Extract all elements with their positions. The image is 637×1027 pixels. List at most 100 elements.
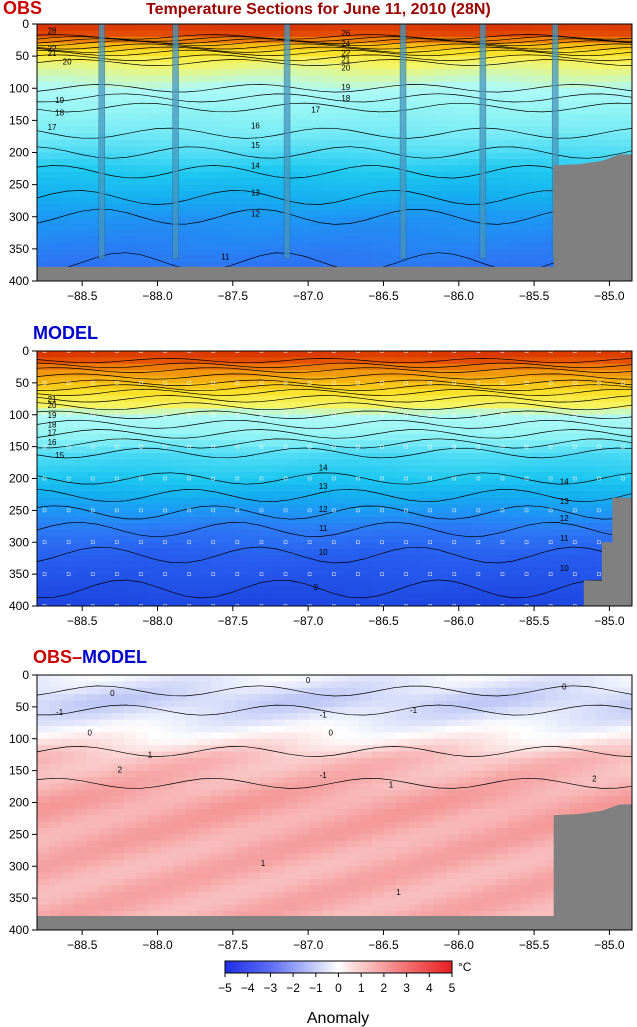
heatmap-cell <box>446 555 460 562</box>
heatmap-cell <box>433 542 447 550</box>
heatmap-cell <box>148 713 162 721</box>
heatmap-cell <box>160 478 174 486</box>
heatmap-cell <box>148 68 162 76</box>
heatmap-cell <box>111 94 125 102</box>
heatmap-cell <box>396 555 410 562</box>
heatmap-cell <box>49 178 63 186</box>
heatmap-cell <box>173 242 187 250</box>
heatmap-cell <box>384 484 398 492</box>
heatmap-cell <box>458 242 472 250</box>
heatmap-cell <box>185 382 199 390</box>
heatmap-cell <box>173 62 187 70</box>
heatmap-cell <box>98 516 112 524</box>
heatmap-cell <box>297 255 311 263</box>
heatmap-cell <box>123 694 137 702</box>
heatmap-cell <box>123 885 137 893</box>
heatmap-cell <box>458 472 472 480</box>
heatmap-cell <box>86 120 100 128</box>
heatmap-cell <box>111 840 125 848</box>
heatmap-cell <box>446 370 460 378</box>
heatmap-cell <box>136 197 150 205</box>
heatmap-cell <box>198 120 212 128</box>
heatmap-cell <box>532 216 546 224</box>
heatmap-cell <box>136 828 150 835</box>
heatmap-cell <box>371 529 385 537</box>
heatmap-cell <box>433 472 447 480</box>
heatmap-cell <box>123 68 137 76</box>
heatmap-cell <box>532 184 546 192</box>
heatmap-cell <box>545 357 559 365</box>
heatmap-cell <box>297 440 311 448</box>
heatmap-cell <box>185 491 199 499</box>
heatmap-cell <box>433 376 447 384</box>
heatmap-cell <box>346 542 360 550</box>
heatmap-cell <box>408 81 422 89</box>
contour-label: 16 <box>251 122 260 131</box>
heatmap-cell <box>247 523 261 531</box>
heatmap-cell <box>470 126 484 134</box>
heatmap-cell <box>74 408 88 416</box>
heatmap-cell <box>61 764 75 772</box>
heatmap-cell <box>86 738 100 746</box>
heatmap-cell <box>421 94 435 102</box>
heatmap-cell <box>520 351 534 358</box>
heatmap-cell <box>408 574 422 582</box>
heatmap-cell <box>148 732 162 740</box>
heatmap-cell <box>260 757 274 765</box>
heatmap-cell <box>210 107 224 115</box>
heatmap-cell <box>49 675 63 682</box>
heatmap-cell <box>198 351 212 358</box>
heatmap-cell <box>607 139 621 147</box>
heatmap-cell <box>433 88 447 96</box>
heatmap-cell <box>309 178 323 186</box>
heatmap-cell <box>136 120 150 128</box>
heatmap-cell <box>495 255 509 263</box>
heatmap-cell <box>86 599 100 606</box>
heatmap-cell <box>210 802 224 810</box>
heatmap-cell <box>222 504 236 511</box>
heatmap-cell <box>222 821 236 829</box>
heatmap-cell <box>98 216 112 224</box>
heatmap-cell <box>160 732 174 740</box>
heatmap-cell <box>74 453 88 460</box>
heatmap-cell <box>433 516 447 524</box>
heatmap-cell <box>222 465 236 473</box>
heatmap-cell <box>557 49 571 57</box>
heatmap-cell <box>247 738 261 746</box>
heatmap-cell <box>520 146 534 154</box>
heatmap-cell <box>334 139 348 147</box>
heatmap-cell <box>222 120 236 128</box>
heatmap-cell <box>384 433 398 441</box>
heatmap-cell <box>61 504 75 511</box>
heatmap-cell <box>421 472 435 480</box>
heatmap-cell <box>297 133 311 141</box>
heatmap-cell <box>136 840 150 848</box>
heatmap-cell <box>619 81 632 89</box>
heatmap-cell <box>37 56 50 64</box>
heatmap-cell <box>123 504 137 511</box>
heatmap-cell <box>160 561 174 569</box>
heatmap-cell <box>37 223 50 231</box>
heatmap-cell <box>371 24 385 32</box>
heatmap-cell <box>594 459 608 467</box>
heatmap-cell <box>148 872 162 880</box>
heatmap-cell <box>198 574 212 582</box>
heatmap-cell <box>421 120 435 128</box>
heatmap-cell <box>371 535 385 543</box>
heatmap-cell <box>607 68 621 76</box>
heatmap-cell <box>408 567 422 575</box>
heatmap-cell <box>148 764 162 772</box>
heatmap-cell <box>148 586 162 594</box>
heatmap-cell <box>433 523 447 531</box>
heatmap-cell <box>185 56 199 64</box>
heatmap-cell <box>37 497 50 505</box>
heatmap-cell <box>607 421 621 429</box>
heatmap-cell <box>210 555 224 562</box>
heatmap-cell <box>322 171 336 179</box>
heatmap-cell <box>247 248 261 256</box>
heatmap-cell <box>508 248 522 256</box>
heatmap-cell <box>235 834 249 842</box>
heatmap-cell <box>247 165 261 173</box>
heatmap-cell <box>421 370 435 378</box>
